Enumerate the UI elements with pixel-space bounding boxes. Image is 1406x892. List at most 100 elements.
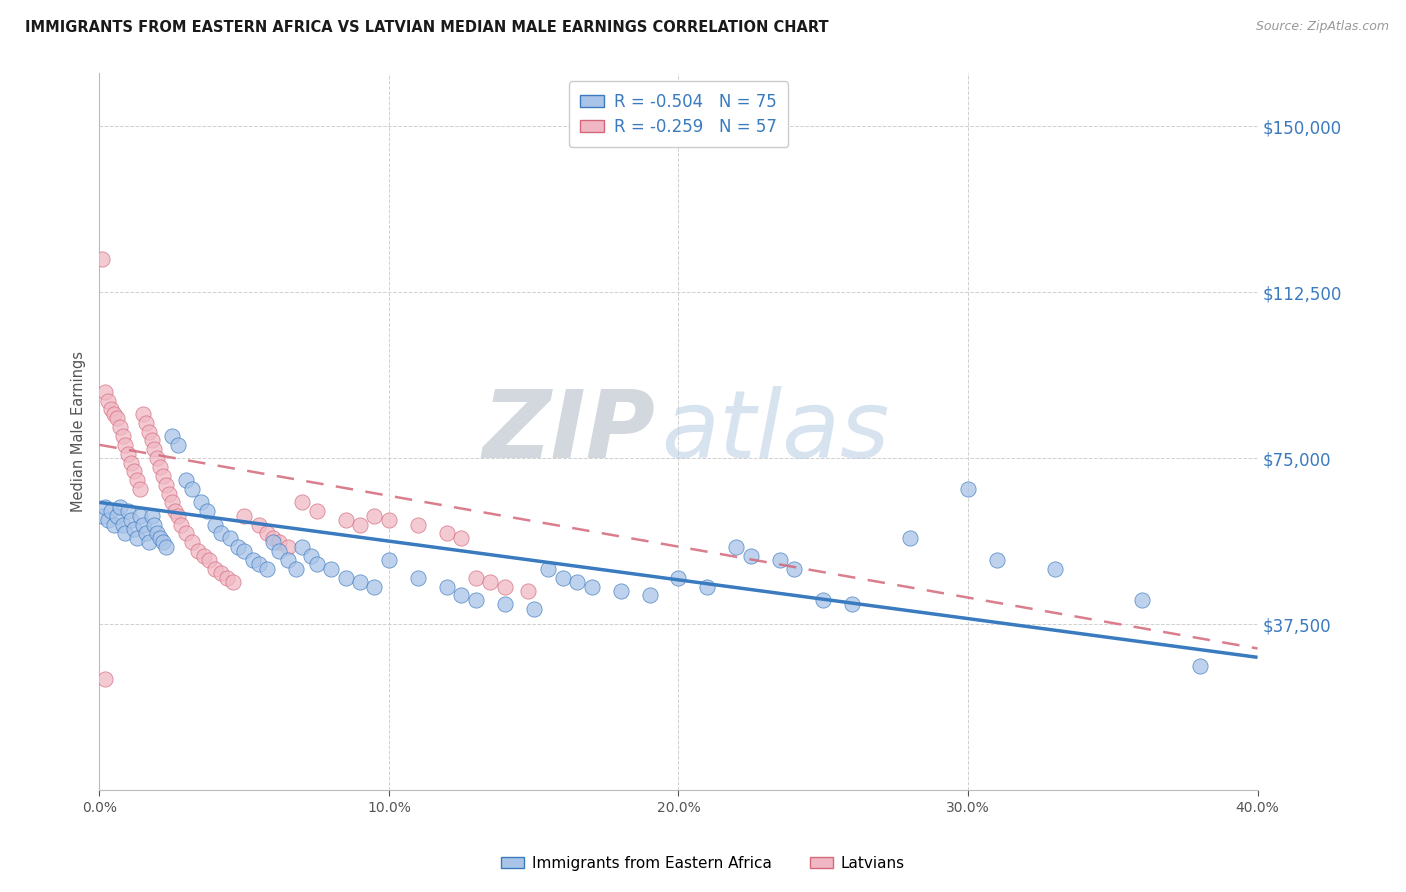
Point bbox=[204, 562, 226, 576]
Point bbox=[841, 597, 863, 611]
Point bbox=[638, 588, 661, 602]
Point bbox=[256, 526, 278, 541]
Point bbox=[174, 473, 197, 487]
Point bbox=[436, 526, 458, 541]
Y-axis label: Median Male Earnings: Median Male Earnings bbox=[72, 351, 86, 512]
Point bbox=[668, 571, 690, 585]
Point bbox=[166, 508, 188, 523]
Point bbox=[129, 482, 152, 496]
Point bbox=[160, 429, 183, 443]
Point bbox=[228, 540, 250, 554]
Point bbox=[120, 513, 142, 527]
Point bbox=[537, 562, 560, 576]
Point bbox=[378, 553, 401, 567]
Point bbox=[464, 571, 486, 585]
Point bbox=[1043, 562, 1066, 576]
Point bbox=[247, 558, 270, 572]
Point bbox=[94, 500, 117, 514]
Point bbox=[135, 526, 157, 541]
Point bbox=[114, 526, 136, 541]
Point bbox=[129, 508, 152, 523]
Point bbox=[516, 583, 538, 598]
Point bbox=[195, 504, 218, 518]
Point bbox=[267, 544, 290, 558]
Point bbox=[97, 393, 120, 408]
Point bbox=[267, 535, 290, 549]
Point bbox=[1188, 659, 1211, 673]
Point bbox=[581, 580, 603, 594]
Legend: Immigrants from Eastern Africa, Latvians: Immigrants from Eastern Africa, Latvians bbox=[495, 850, 911, 877]
Point bbox=[363, 580, 385, 594]
Point bbox=[256, 562, 278, 576]
Point bbox=[100, 504, 122, 518]
Point bbox=[291, 540, 314, 554]
Point bbox=[135, 416, 157, 430]
Point bbox=[277, 540, 299, 554]
Text: Source: ZipAtlas.com: Source: ZipAtlas.com bbox=[1256, 20, 1389, 33]
Point bbox=[149, 460, 172, 475]
Point bbox=[986, 553, 1008, 567]
Point bbox=[105, 411, 128, 425]
Point bbox=[349, 517, 371, 532]
Point bbox=[149, 531, 172, 545]
Point bbox=[335, 513, 357, 527]
Point bbox=[166, 438, 188, 452]
Point bbox=[163, 504, 186, 518]
Point bbox=[291, 495, 314, 509]
Point bbox=[132, 407, 155, 421]
Point bbox=[97, 513, 120, 527]
Point bbox=[103, 517, 125, 532]
Text: ZIP: ZIP bbox=[482, 385, 655, 477]
Point bbox=[146, 451, 169, 466]
Point bbox=[181, 535, 204, 549]
Point bbox=[111, 517, 134, 532]
Point bbox=[155, 540, 177, 554]
Point bbox=[125, 473, 148, 487]
Point bbox=[218, 531, 240, 545]
Point bbox=[198, 553, 221, 567]
Point bbox=[157, 486, 180, 500]
Point bbox=[169, 517, 191, 532]
Point bbox=[100, 402, 122, 417]
Point bbox=[187, 544, 209, 558]
Point bbox=[143, 517, 166, 532]
Point bbox=[813, 592, 835, 607]
Point bbox=[450, 588, 472, 602]
Point bbox=[740, 549, 762, 563]
Point bbox=[233, 544, 256, 558]
Point bbox=[152, 468, 174, 483]
Point bbox=[299, 549, 322, 563]
Point bbox=[363, 508, 385, 523]
Point bbox=[349, 575, 371, 590]
Point bbox=[285, 562, 308, 576]
Point bbox=[174, 526, 197, 541]
Point bbox=[141, 434, 163, 448]
Point bbox=[551, 571, 574, 585]
Point bbox=[464, 592, 486, 607]
Point bbox=[117, 504, 139, 518]
Point bbox=[215, 571, 238, 585]
Point bbox=[94, 384, 117, 399]
Point bbox=[209, 566, 232, 581]
Point bbox=[262, 535, 284, 549]
Point bbox=[783, 562, 806, 576]
Point bbox=[436, 580, 458, 594]
Point bbox=[1130, 592, 1153, 607]
Point bbox=[108, 420, 131, 434]
Point bbox=[277, 553, 299, 567]
Point bbox=[305, 558, 328, 572]
Point bbox=[406, 571, 429, 585]
Point bbox=[132, 517, 155, 532]
Text: IMMIGRANTS FROM EASTERN AFRICA VS LATVIAN MEDIAN MALE EARNINGS CORRELATION CHART: IMMIGRANTS FROM EASTERN AFRICA VS LATVIA… bbox=[25, 20, 830, 35]
Point bbox=[696, 580, 718, 594]
Point bbox=[242, 553, 264, 567]
Point bbox=[523, 601, 546, 615]
Point bbox=[146, 526, 169, 541]
Point bbox=[609, 583, 631, 598]
Point bbox=[120, 456, 142, 470]
Point bbox=[160, 495, 183, 509]
Point bbox=[233, 508, 256, 523]
Point bbox=[494, 580, 516, 594]
Point bbox=[91, 508, 114, 523]
Legend: R = -0.504   N = 75, R = -0.259   N = 57: R = -0.504 N = 75, R = -0.259 N = 57 bbox=[568, 81, 789, 147]
